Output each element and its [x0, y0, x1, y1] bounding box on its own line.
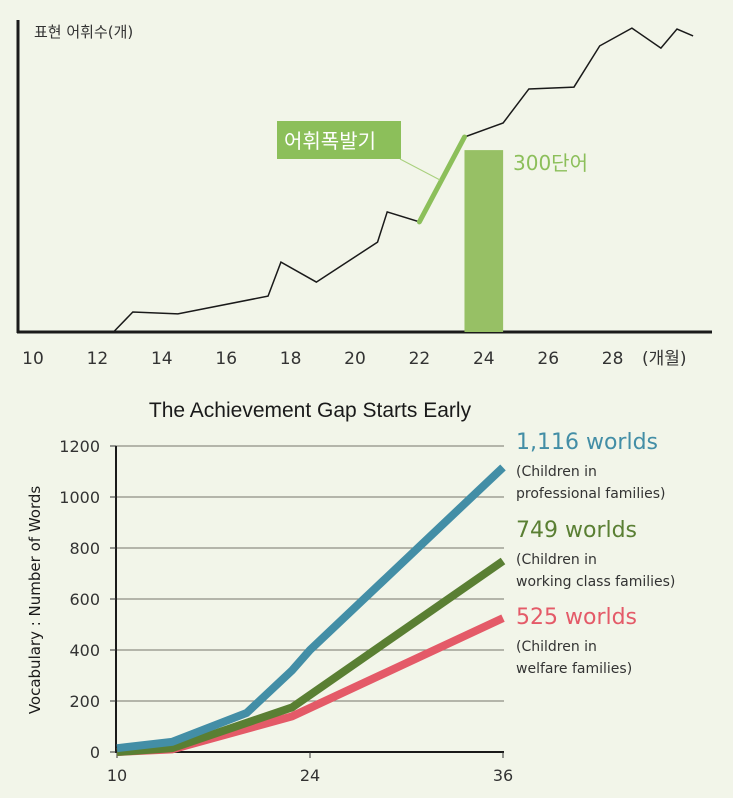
legend-desc-line2-welfare: welfare families) — [516, 661, 632, 677]
bottom-x-tick-label: 24 — [300, 766, 320, 785]
top-x-tick-label: 18 — [280, 349, 302, 369]
top-x-tick-label: 14 — [151, 349, 173, 369]
top-chart: 표현 어휘수(개) 10 12 14 16 18 20 22 24 26 28 (개월) 어휘폭발… — [16, 20, 712, 369]
bottom-x-tick-label: 10 — [107, 766, 127, 785]
legend-desc-line1-professional: (Children in — [516, 464, 597, 480]
bottom-y-tick-label: 400 — [69, 641, 100, 660]
bottom-y-tick-label: 600 — [69, 590, 100, 609]
legend-value-working-class: 749 worlds — [516, 518, 637, 543]
top-x-tick-label: 16 — [215, 349, 237, 369]
bottom-chart-title: The Achievement Gap Starts Early — [149, 399, 472, 422]
welfare-families-line — [116, 614, 505, 756]
top-x-tick-label: 20 — [344, 349, 366, 369]
legend-desc-line2-working-class: working class families) — [516, 574, 675, 590]
vocabulary-explosion-label-box — [277, 121, 401, 159]
annotation-leader-line — [399, 158, 441, 181]
legend-desc-line2-professional: professional families) — [516, 486, 665, 502]
top-x-axis-unit-label: (개월) — [642, 349, 687, 369]
top-x-tick-label: 28 — [602, 349, 624, 369]
bar-label-300-words: 300단어 — [513, 151, 588, 175]
top-x-tick-label: 22 — [409, 349, 431, 369]
top-y-axis-label: 표현 어휘수(개) — [34, 23, 133, 41]
working-class-families-line — [116, 557, 506, 756]
bottom-y-tick-label: 1000 — [59, 488, 100, 507]
top-x-tick-label: 24 — [473, 349, 495, 369]
professional-families-line — [116, 464, 506, 753]
bar-300-words — [464, 150, 504, 332]
legend-desc-line1-welfare: (Children in — [516, 639, 597, 655]
vocabulary-explosion-label: 어휘폭발기 — [284, 129, 376, 153]
top-x-tick-label: 12 — [87, 349, 109, 369]
vocabulary-line — [112, 27, 694, 333]
legend-value-welfare: 525 worlds — [516, 605, 637, 630]
bottom-y-tick-label: 200 — [69, 692, 100, 711]
bottom-y-tick-label: 0 — [90, 743, 100, 762]
bottom-y-tick-label: 1200 — [59, 437, 100, 456]
bottom-y-axis-label: Vocabulary : Number of Words — [26, 486, 44, 715]
vocabulary-explosion-segment — [416, 134, 467, 225]
bottom-x-tick-label: 36 — [493, 766, 513, 785]
bottom-y-tick-label: 800 — [69, 539, 100, 558]
top-x-tick-label: 10 — [22, 349, 44, 369]
bottom-chart: The Achievement Gap Starts Early Vocabul… — [26, 399, 675, 785]
top-x-tick-label: 26 — [537, 349, 559, 369]
legend-value-professional: 1,116 worlds — [516, 430, 658, 455]
legend-desc-line1-working-class: (Children in — [516, 552, 597, 568]
